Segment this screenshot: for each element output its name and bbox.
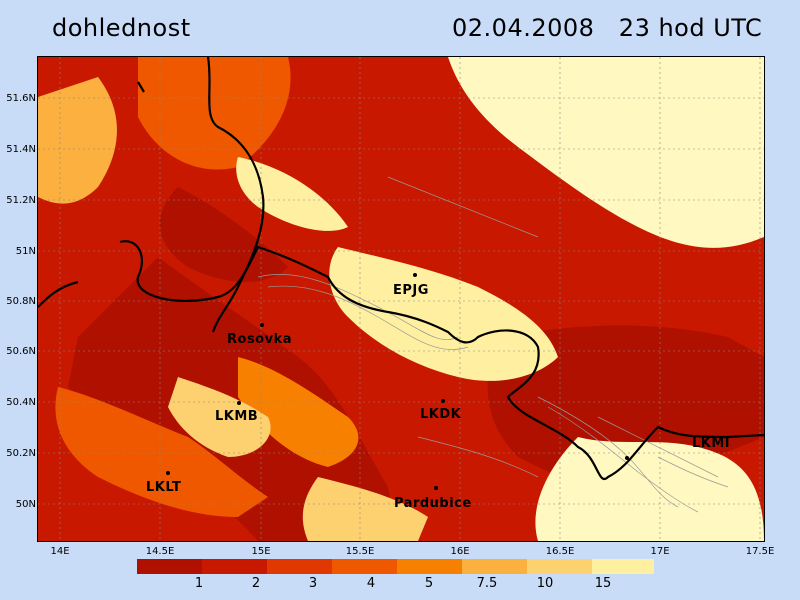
place-label-lkmb: LKMB bbox=[215, 409, 259, 424]
lon-tick-label: 14E bbox=[50, 546, 70, 557]
place-label-rosovka: Rosovka bbox=[227, 332, 293, 347]
lat-tick-label: 50N bbox=[15, 499, 36, 510]
color-legend bbox=[137, 559, 654, 574]
lon-tick-label: 15.5E bbox=[345, 546, 375, 557]
lon-tick-label: 16.5E bbox=[545, 546, 575, 557]
place-marker bbox=[413, 273, 417, 277]
place-label-lklt: LKLT bbox=[146, 480, 182, 495]
visibility-zone-high bbox=[236, 157, 348, 231]
lon-tick-label: 17E bbox=[650, 546, 670, 557]
legend-label: 2 bbox=[251, 576, 261, 591]
lat-tick-label: 51.2N bbox=[6, 195, 36, 206]
legend-swatch bbox=[202, 559, 267, 574]
place-marker bbox=[166, 471, 170, 475]
place-label-lkdk: LKDK bbox=[420, 407, 462, 422]
legend-label: 10 bbox=[536, 576, 554, 591]
place-label-epjg: EPJG bbox=[393, 283, 429, 298]
legend-swatch bbox=[527, 559, 592, 574]
visibility-zone-orange bbox=[238, 357, 359, 467]
lat-tick-label: 51.6N bbox=[6, 93, 36, 104]
lon-tick-label: 17.5E bbox=[745, 546, 775, 557]
country-borders bbox=[38, 57, 764, 481]
visibility-zone-mid bbox=[38, 77, 117, 204]
place-label-pardubice: Pardubice bbox=[394, 496, 472, 511]
legend-label: 15 bbox=[594, 576, 612, 591]
lat-tick-label: 51N bbox=[15, 246, 36, 257]
legend-label: 4 bbox=[366, 576, 376, 591]
map-canvas bbox=[38, 57, 764, 541]
lat-tick-label: 51.4N bbox=[6, 144, 36, 155]
legend-swatch bbox=[397, 559, 462, 574]
place-marker bbox=[625, 456, 629, 460]
legend-label: 5 bbox=[424, 576, 434, 591]
lon-tick-label: 16E bbox=[450, 546, 470, 557]
visibility-zone-orange bbox=[138, 57, 291, 170]
lon-tick-label: 15E bbox=[251, 546, 271, 557]
visibility-zone-mid bbox=[168, 377, 271, 457]
place-marker bbox=[237, 401, 241, 405]
visibility-zone-mid bbox=[302, 477, 428, 541]
visibility-zone-high bbox=[329, 247, 558, 381]
legend-label: 1 bbox=[194, 576, 204, 591]
lat-tick-label: 50.2N bbox=[6, 448, 36, 459]
visibility-map[interactable] bbox=[37, 56, 765, 542]
visibility-zone-orange bbox=[55, 387, 269, 517]
lat-tick-label: 50.8N bbox=[6, 296, 36, 307]
map-variable-title: dohlednost bbox=[52, 14, 191, 42]
map-graticule bbox=[38, 57, 764, 541]
lat-tick-label: 50.4N bbox=[6, 397, 36, 408]
visibility-zone-lowest bbox=[159, 187, 288, 282]
lon-tick-label: 14.5E bbox=[145, 546, 175, 557]
place-marker bbox=[434, 486, 438, 490]
place-marker bbox=[441, 399, 445, 403]
place-label-lkmi: LKMI bbox=[692, 436, 731, 451]
legend-swatch bbox=[332, 559, 397, 574]
legend-swatch bbox=[592, 559, 654, 574]
terrain-contours bbox=[257, 176, 729, 513]
legend-label: 7.5 bbox=[476, 576, 498, 591]
legend-swatch bbox=[267, 559, 332, 574]
map-datetime-title: 02.04.2008 23 hod UTC bbox=[452, 14, 763, 42]
legend-swatch bbox=[137, 559, 202, 574]
place-marker bbox=[260, 323, 264, 327]
lat-tick-label: 50.6N bbox=[6, 346, 36, 357]
legend-swatch bbox=[462, 559, 527, 574]
legend-label: 3 bbox=[308, 576, 318, 591]
